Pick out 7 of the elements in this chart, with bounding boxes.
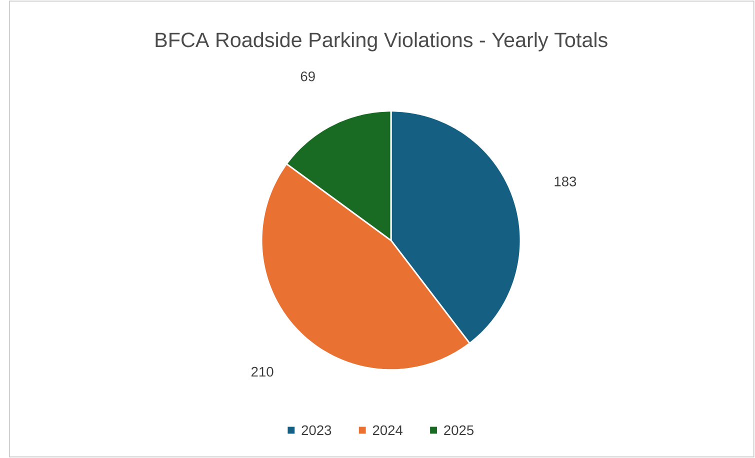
- legend-label: 2025: [444, 425, 474, 436]
- data-label: 69: [300, 71, 315, 82]
- legend-label: 2023: [302, 425, 332, 436]
- data-label: 210: [251, 366, 274, 377]
- legend-label: 2024: [372, 425, 403, 436]
- data-label: 183: [554, 176, 576, 186]
- chart-title: BFCA Roadside Parking Violations - Yearly Totals: [156, 32, 608, 52]
